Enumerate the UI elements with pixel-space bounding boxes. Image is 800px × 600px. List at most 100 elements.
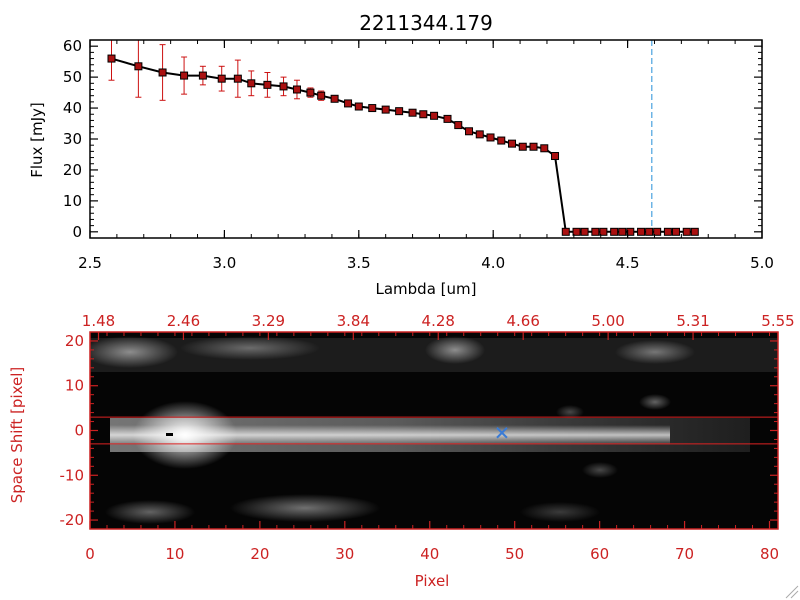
x-tick-label: 20 [250,545,269,563]
data-point [540,144,549,153]
data-point [551,152,560,161]
data-point [645,227,654,236]
top-tick-label: 4.28 [422,312,455,330]
x-tick-label: 70 [675,545,694,563]
data-point [158,68,167,77]
data-point [508,139,517,148]
data-point [610,227,619,236]
y-tick-label: 60 [63,37,82,55]
data-point [381,105,390,114]
data-point [626,227,635,236]
y-tick-label: 0 [72,223,82,241]
source-position-marker [496,427,508,439]
top-tick-label: 2.46 [167,312,200,330]
x-tick-label: 3.0 [212,254,236,272]
spectrum-image: 0 10 20 30 40 50 60 70 80 1.48 2.46 3.29 3.84 4.28 4.… [8,312,795,590]
data-point [330,94,339,103]
image-texture [90,336,778,524]
upper-glow-mid-2 [425,336,485,364]
data-point [247,79,256,88]
image-x-axis-label: Pixel [415,572,450,590]
image-y-axis-label: Space Shift [pixel] [8,367,26,504]
data-point [518,142,527,151]
source-bright-blob [133,401,237,469]
data-point [663,227,672,236]
upper-glow-left [90,336,178,368]
top-tick-label: 5.31 [676,312,709,330]
upper-glow-mid-1 [180,336,320,360]
data-point [443,114,452,123]
data-point [263,80,272,89]
flux-line [111,57,695,233]
top-tick-label: 5.55 [761,312,794,330]
top-plot-frame [89,39,763,239]
x-tick-label: 4.5 [616,254,640,272]
data-point [529,142,538,151]
y-tick-label: 30 [63,130,82,148]
y-tick-label: 40 [63,99,82,117]
data-point [618,227,627,236]
data-point [690,227,699,236]
extraction-band-layer [90,416,778,445]
top-tick-label: 5.00 [591,312,624,330]
data-point [317,91,326,100]
data-point [430,111,439,120]
data-point [306,88,315,97]
data-point [344,99,353,108]
top-series-layer [107,40,699,236]
lower-glow-1 [105,500,195,524]
data-point [368,104,377,113]
data-point [580,227,589,236]
data-point [465,127,474,136]
top-tick-label: 1.48 [82,312,115,330]
top-tick-label: 3.29 [252,312,285,330]
y-tick-label: 20 [63,161,82,179]
x-tick-label: 40 [420,545,439,563]
x-tick-label: 0 [85,545,95,563]
y-tick-label: 0 [74,422,84,440]
x-tick-label: 10 [165,545,184,563]
source-peak-marker [166,433,173,436]
upper-glow-right [615,340,695,364]
x-tick-label: 4.0 [481,254,505,272]
data-point [408,108,417,117]
top-chart: 2211344.179 2.5 3.0 3.5 4.0 4.5 5.0 0 10 20 30 40… [28,11,774,298]
y-tick-label: 10 [65,377,84,395]
y-tick-label: 20 [65,332,84,350]
image-x-ticks: 0 10 20 30 40 50 60 70 80 [85,521,779,563]
resize-grip-icon[interactable] [785,585,799,599]
data-point [486,133,495,142]
data-point [497,136,506,145]
data-point [454,121,463,130]
lower-glow-3 [520,502,600,522]
data-point [180,71,189,80]
x-tick-label: 30 [335,545,354,563]
x-tick-label: 50 [505,545,524,563]
data-point [591,227,600,236]
chart-title: 2211344.179 [359,11,493,35]
top-y-ticks: 0 10 20 30 40 50 60 [63,37,762,241]
data-point [599,227,608,236]
trace-core [110,425,670,445]
data-point [419,110,428,119]
data-point [671,227,680,236]
x-tick-label: 5.0 [750,254,774,272]
data-point [198,71,207,80]
x-tick-label: 2.5 [78,254,102,272]
data-point [561,227,570,236]
top-tick-label: 3.84 [337,312,370,330]
top-tick-label: 4.66 [506,312,539,330]
data-point [107,54,116,63]
data-point [395,107,404,116]
data-point [279,82,288,91]
mid-speck-2 [556,405,584,419]
mid-speck-1 [639,394,671,410]
mid-speck-3 [582,462,618,478]
data-point [637,227,646,236]
top-x-axis-label: Lambda [um] [376,280,477,298]
data-point [653,227,662,236]
data-point [292,85,301,94]
x-tick-label: 80 [760,545,779,563]
source-marker-layer [496,427,508,439]
